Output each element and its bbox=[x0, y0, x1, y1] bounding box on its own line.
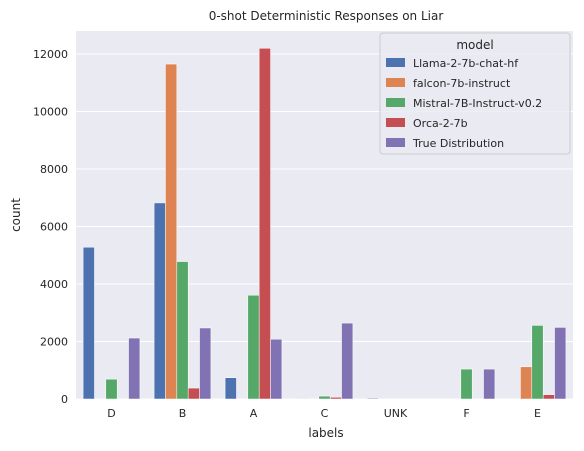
bar-a-1 bbox=[224, 377, 237, 400]
bar-d-3 bbox=[105, 378, 118, 400]
legend-entry: Llama-2-7b-chat-hf bbox=[413, 57, 519, 70]
y-tick-label: 6000 bbox=[40, 221, 68, 234]
bar-b-3 bbox=[176, 261, 189, 400]
legend-title: model bbox=[456, 38, 493, 52]
chart-title: 0-shot Deterministic Responses on Liar bbox=[209, 9, 444, 23]
legend-entry: True Distribution bbox=[412, 137, 504, 150]
legend-items: Llama-2-7b-chat-hf falcon-7b-instruct Mist… bbox=[386, 57, 542, 150]
y-tick-label: 8000 bbox=[40, 163, 68, 176]
x-tick-label: D bbox=[107, 407, 115, 420]
legend-swatch bbox=[386, 118, 405, 127]
bar-c-5 bbox=[341, 322, 354, 400]
bar-f-5 bbox=[483, 368, 496, 400]
bars bbox=[82, 48, 567, 400]
legend-entry: Orca-2-7b bbox=[413, 117, 468, 130]
legend-swatch bbox=[386, 58, 405, 67]
x-axis: D B A C UNK F E bbox=[107, 407, 541, 420]
x-tick-label: E bbox=[534, 407, 541, 420]
bar-e-5 bbox=[554, 327, 567, 400]
y-axis-label: count bbox=[9, 198, 23, 232]
bar-b-2 bbox=[165, 63, 178, 400]
x-tick-label: F bbox=[463, 407, 469, 420]
y-tick-label: 10000 bbox=[33, 106, 68, 119]
bar-f-3 bbox=[460, 368, 473, 400]
bar-c-4 bbox=[329, 397, 342, 400]
bar-b-1 bbox=[153, 202, 166, 400]
x-tick-label: UNK bbox=[384, 407, 408, 420]
bar-e-4 bbox=[542, 394, 555, 400]
x-tick-label: A bbox=[250, 407, 258, 420]
legend-swatch bbox=[386, 138, 405, 147]
y-tick-label: 2000 bbox=[40, 336, 68, 349]
legend-entry: falcon-7b-instruct bbox=[413, 77, 511, 90]
x-axis-label: labels bbox=[308, 426, 343, 440]
x-tick-label: C bbox=[321, 407, 329, 420]
legend: model Llama-2-7b-chat-hf falcon-7b-instru… bbox=[379, 32, 571, 155]
bar-unk-1 bbox=[366, 397, 379, 400]
bar-d-5 bbox=[128, 337, 141, 400]
bar-c-1 bbox=[295, 398, 308, 400]
legend-entry: Mistral-7B-Instruct-v0.2 bbox=[413, 97, 542, 110]
bar-b-5 bbox=[199, 327, 212, 400]
y-axis: 0 2000 4000 6000 8000 10000 12000 bbox=[33, 48, 68, 406]
bar-e-3 bbox=[531, 325, 544, 400]
bar-e-2 bbox=[520, 366, 533, 400]
y-tick-label: 0 bbox=[61, 393, 68, 406]
y-tick-label: 12000 bbox=[33, 48, 68, 61]
bar-c-3 bbox=[318, 395, 331, 400]
bar-a-5 bbox=[270, 338, 283, 400]
bar-b-4 bbox=[187, 387, 200, 400]
x-tick-label: B bbox=[179, 407, 187, 420]
bar-a-3 bbox=[247, 294, 260, 400]
legend-swatch bbox=[386, 98, 405, 107]
y-tick-label: 4000 bbox=[40, 278, 68, 291]
legend-box bbox=[379, 32, 571, 155]
legend-swatch bbox=[386, 78, 405, 87]
bar-a-4 bbox=[258, 48, 271, 400]
bar-d-1 bbox=[82, 246, 95, 400]
